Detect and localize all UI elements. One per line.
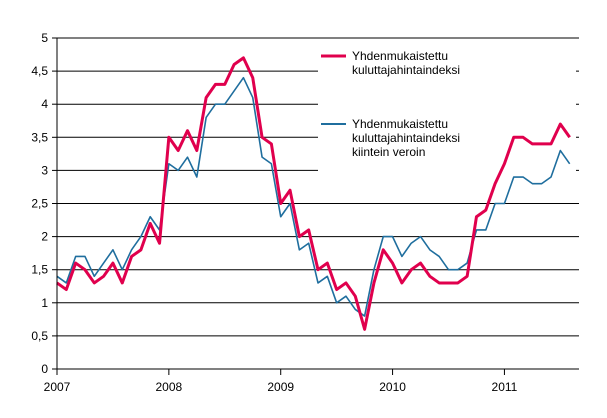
series-line-2 [56, 76, 571, 317]
x-tick-label: 2009 [267, 380, 294, 394]
y-tick-label: 5 [41, 31, 48, 45]
axes [56, 38, 579, 370]
legend-box [318, 46, 576, 186]
x-axis-ticks: 2007 2008 2009 2010 2011 [44, 369, 518, 394]
y-tick-label: 4,5 [31, 64, 48, 78]
y-axis-ticks: 0 0,5 1 1,5 2 2,5 3 3,5 4 4,5 5 [31, 31, 57, 376]
series-line-1 [56, 56, 571, 331]
y-tick-label: 0 [41, 362, 48, 376]
y-tick-label: 3 [41, 163, 48, 177]
y-tick-label: 3,5 [31, 130, 48, 144]
legend-label-1: kuluttajahintaindeksi [352, 63, 460, 77]
x-tick-label: 2010 [379, 380, 406, 394]
y-tick-label: 4 [41, 97, 48, 111]
x-tick-label: 2007 [44, 380, 71, 394]
legend-background [318, 46, 576, 186]
y-tick-label: 2 [41, 230, 48, 244]
legend-label-2: kuluttajahintaindeksi [352, 131, 460, 145]
legend: YhdenmukaistettukuluttajahintaindeksiYhd… [321, 49, 460, 159]
y-tick-label: 1,5 [31, 263, 48, 277]
y-tick-label: 2,5 [31, 197, 48, 211]
y-tick-label: 1 [41, 296, 48, 310]
y-tick-label: 0,5 [31, 329, 48, 343]
legend-label-2: kiintein veroin [352, 145, 425, 159]
series-lines [56, 56, 571, 331]
x-tick-label: 2008 [156, 380, 183, 394]
x-tick-label: 2011 [492, 380, 518, 394]
legend-label-1: Yhdenmukaistettu [352, 49, 448, 63]
legend-label-2: Yhdenmukaistettu [352, 117, 448, 131]
